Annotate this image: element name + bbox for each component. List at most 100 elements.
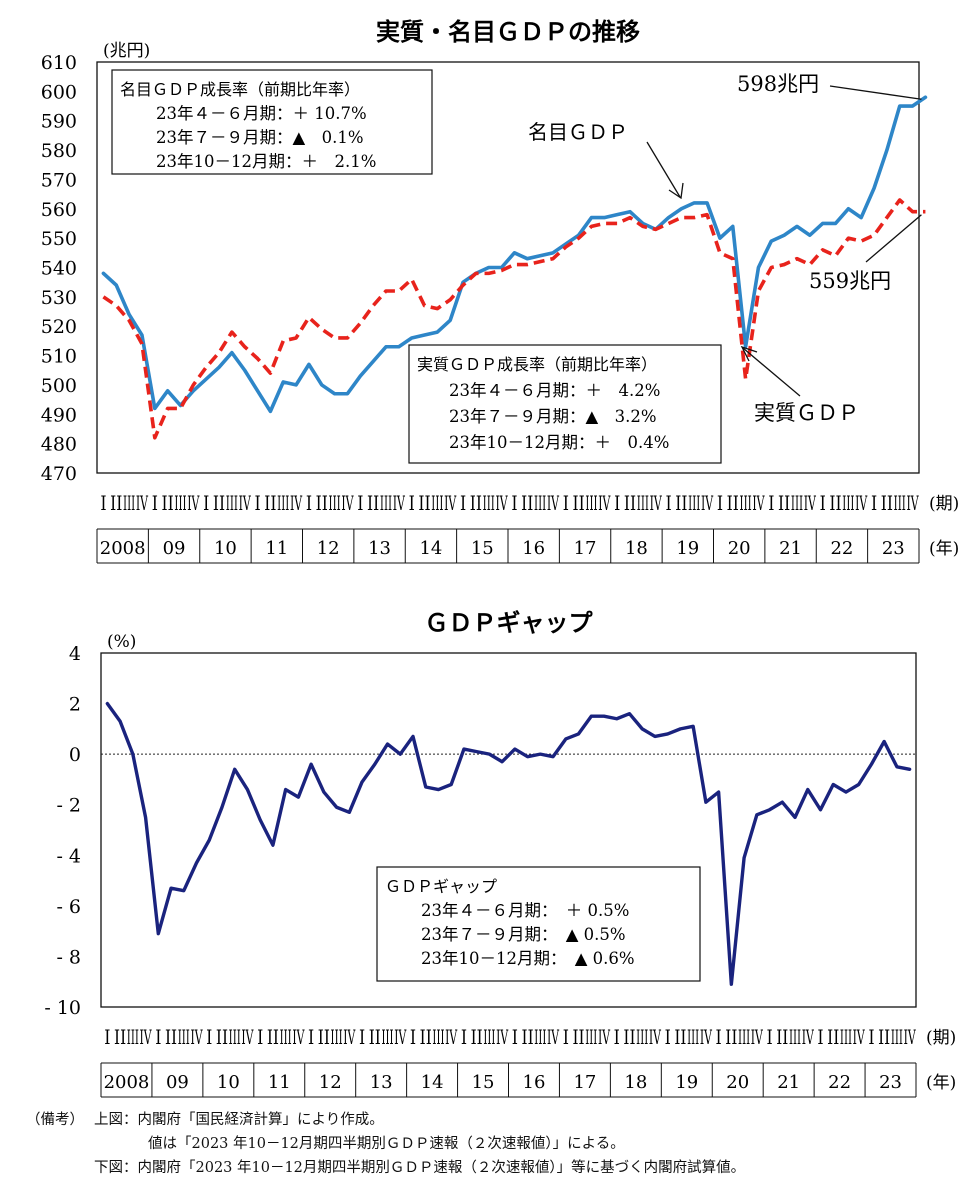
x-tick-quarter: I — [512, 1025, 518, 1049]
x-tick-quarter: I — [768, 491, 774, 515]
x-tick-quarter: IV — [136, 491, 149, 515]
x-tick-year: 22 — [830, 538, 853, 559]
x-tick-quarter: II — [471, 1025, 483, 1049]
annotation-nominal-line: 名目ＧＤＰ — [528, 120, 628, 144]
x-tick-year: 13 — [370, 1072, 393, 1093]
x-tick-quarter: III — [331, 1025, 343, 1049]
legend-row-gap: 23年10－12月期： ▲ 0.6% — [421, 949, 635, 968]
x-tick-quarter: III — [280, 1025, 292, 1049]
x-tick-year: 11 — [268, 1072, 291, 1093]
x-tick-quarter: IV — [547, 491, 560, 515]
x-tick-quarter: I — [868, 1025, 874, 1049]
x-tick-year: 12 — [317, 538, 340, 559]
x-tick-quarter: II — [369, 1025, 381, 1049]
x-tick-quarter: II — [521, 491, 533, 515]
x-tick-quarter: I — [817, 1025, 823, 1049]
x-tick-quarter: III — [840, 1025, 852, 1049]
y-tick-label: 520 — [41, 316, 77, 338]
x-tick-quarter: III — [431, 491, 443, 515]
x-tick-quarter: I — [511, 491, 517, 515]
series-line-1 — [102, 198, 926, 440]
x-tick-quarter: I — [254, 491, 260, 515]
x-tick-year: 12 — [319, 1072, 342, 1093]
legend-row-nominal: 23年10－12月期：＋ 2.1% — [156, 152, 376, 171]
legend-row-nominal: 23年４－６月期：＋ 10.7% — [156, 104, 367, 123]
x-tick-quarter: III — [688, 491, 700, 515]
x-tick-quarter: I — [357, 491, 363, 515]
x-tick-quarter: III — [740, 491, 752, 515]
x-tick-quarter: I — [665, 491, 671, 515]
x-tick-quarter: III — [842, 491, 854, 515]
x-tick-quarter: III — [329, 491, 341, 515]
x-tick-quarter: IV — [239, 491, 252, 515]
x-tick-quarter: II — [829, 491, 841, 515]
x-tick-quarter: II — [267, 1025, 279, 1049]
x-tick-quarter: IV — [701, 491, 714, 515]
x-tick-quarter: I — [614, 1025, 620, 1049]
x-tick-quarter: I — [152, 491, 158, 515]
x-tick-quarter: II — [881, 491, 893, 515]
quarter-row-unit: (期) — [926, 1028, 956, 1048]
x-tick-quarter: IV — [650, 491, 663, 515]
x-tick-quarter: IV — [190, 1025, 202, 1049]
x-tick-quarter: I — [104, 1025, 110, 1049]
x-tick-quarter: I — [203, 491, 209, 515]
quarter-row-unit: (期) — [929, 494, 959, 514]
x-tick-quarter: III — [789, 1025, 801, 1049]
x-tick-year: 10 — [217, 1072, 240, 1093]
x-tick-quarter: II — [827, 1025, 839, 1049]
x-tick-year: 23 — [879, 1072, 902, 1093]
x-tick-year: 17 — [573, 1072, 596, 1093]
x-tick-quarter: III — [381, 1025, 393, 1049]
legend-box-gap — [376, 866, 701, 982]
x-tick-quarter: II — [470, 491, 482, 515]
x-tick-quarter: I — [563, 1025, 569, 1049]
x-tick-quarter: IV — [341, 491, 354, 515]
x-tick-quarter: I — [460, 491, 466, 515]
x-tick-quarter: II — [418, 491, 430, 515]
x-tick-quarter: IV — [394, 1025, 406, 1049]
x-tick-quarter: II — [572, 1025, 584, 1049]
x-tick-quarter: IV — [649, 1025, 661, 1049]
x-tick-quarter: IV — [343, 1025, 355, 1049]
x-tick-quarter: I — [665, 1025, 671, 1049]
x-tick-quarter: IV — [241, 1025, 253, 1049]
x-tick-year: 18 — [624, 1072, 647, 1093]
x-tick-quarter: I — [359, 1025, 365, 1049]
x-tick-quarter: III — [534, 491, 546, 515]
legend-row-gap: 23年４－６月期： ＋ 0.5% — [421, 901, 629, 920]
x-tick-year: 21 — [777, 1072, 800, 1093]
gdp-chart: 実質・名目ＧＤＰの推移 (兆円) 470 480 490 500 510 520 530 540 5… — [41, 18, 959, 564]
x-tick-year: 16 — [523, 1072, 546, 1093]
x-tick-quarter: II — [573, 491, 585, 515]
x-tick-quarter: III — [178, 1025, 190, 1049]
y-tick-label: - 8 — [56, 946, 81, 968]
x-tick-quarter: II — [162, 491, 174, 515]
notes-line-2: 値は「2023 年10－12月期四半期別ＧＤＰ速報（２次速報値）」による。 — [148, 1136, 625, 1152]
x-tick-quarter: III — [432, 1025, 444, 1049]
x-tick-year: 23 — [882, 538, 905, 559]
x-tick-quarter: IV — [598, 1025, 610, 1049]
x-tick-quarter: III — [226, 491, 238, 515]
y-tick-label: 470 — [41, 463, 77, 485]
legend-box-nominal — [111, 69, 433, 175]
x-tick-quarter: III — [277, 491, 289, 515]
x-tick-quarter: III — [791, 491, 803, 515]
arrowhead-real-line — [740, 345, 758, 362]
x-tick-quarter: II — [165, 1025, 177, 1049]
x-tick-quarter: III — [637, 491, 649, 515]
x-tick-quarter: I — [717, 491, 723, 515]
x-tick-year: 14 — [421, 1072, 444, 1093]
x-tick-quarter: IV — [598, 491, 611, 515]
x-tick-quarter: II — [264, 491, 276, 515]
x-tick-quarter: II — [318, 1025, 330, 1049]
x-tick-quarter: III — [483, 1025, 495, 1049]
x-tick-quarter: II — [316, 491, 328, 515]
y-tick-label: 580 — [41, 140, 77, 162]
y-tick-label: 530 — [41, 287, 77, 309]
x-tick-quarter: II — [623, 1025, 635, 1049]
x-tick-quarter: I — [410, 1025, 416, 1049]
x-tick-quarter: IV — [393, 491, 406, 515]
y-tick-label: 590 — [41, 111, 77, 133]
